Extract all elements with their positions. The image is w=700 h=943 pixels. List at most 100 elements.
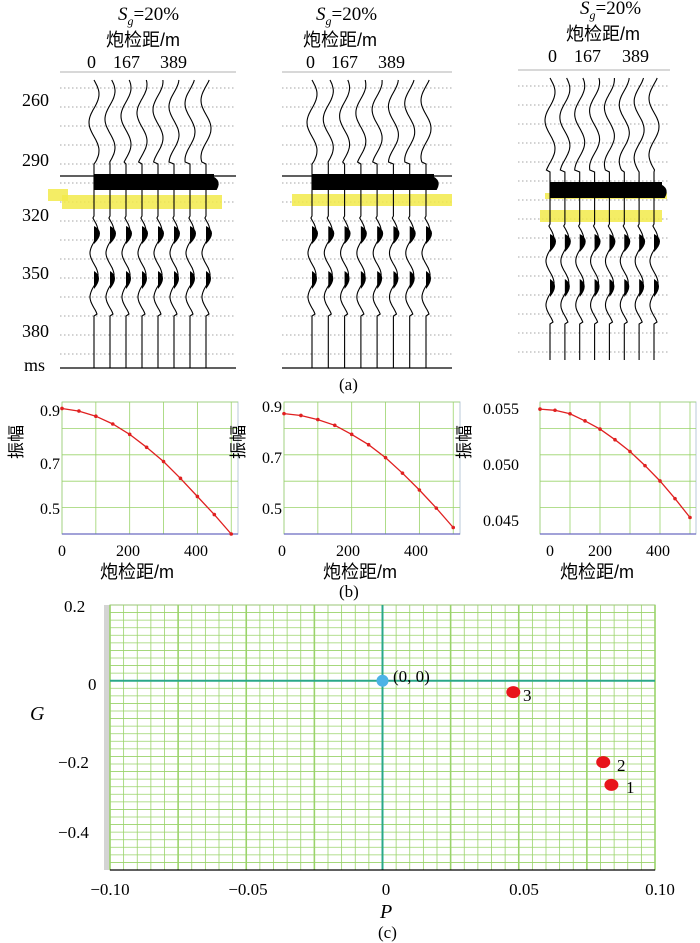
- avo-point: [316, 417, 320, 422]
- seismic-lobe: [579, 279, 585, 297]
- sg-sub: g: [128, 14, 134, 28]
- seismic-lobe: [564, 279, 570, 297]
- sg-sub: g: [590, 8, 596, 22]
- avo-point: [583, 419, 587, 423]
- pg-ytick: 0.2: [64, 597, 85, 616]
- seismic-trace: [618, 77, 630, 360]
- horizon-highlight: [540, 210, 662, 222]
- avo-point: [94, 414, 98, 419]
- seismic-trace: [387, 79, 399, 368]
- avo-point: [553, 408, 557, 413]
- offset-tick: 389: [378, 52, 405, 72]
- seismic-trace: [339, 79, 351, 368]
- avo-point: [127, 432, 132, 437]
- plot-frame: [539, 401, 697, 535]
- pg-ytick: −0.2: [58, 753, 89, 772]
- avo-point: [144, 445, 149, 450]
- seismic-lobe: [142, 226, 148, 244]
- avo-point: [658, 479, 662, 483]
- offset-tick: 389: [622, 46, 649, 66]
- time-axis: 260 290 320 350 380 ms: [22, 90, 49, 375]
- caption-b: (b): [339, 582, 359, 601]
- avo-point: [161, 459, 166, 464]
- seismic-lobe: [360, 271, 366, 289]
- plot-frame: [283, 401, 461, 535]
- offset-tick: 0: [87, 52, 96, 72]
- seismic-lobe: [344, 271, 350, 289]
- seismic-lobe: [377, 271, 383, 289]
- avo-point: [178, 476, 183, 481]
- avo-ylabel: 振幅: [455, 425, 474, 459]
- sg-label: S: [580, 0, 590, 19]
- seismic-trace: [420, 79, 432, 368]
- pg-point: [604, 778, 619, 791]
- avo-ytick: 0.050: [483, 457, 519, 474]
- avo-xtick: 400: [646, 543, 670, 560]
- offset-label: 炮检距/m: [303, 30, 377, 50]
- seismic-trace: [152, 79, 164, 368]
- seismic-trace: [589, 77, 601, 360]
- seismic-trace: [120, 79, 132, 368]
- seismic-lobe: [360, 226, 367, 244]
- seismic-trace: [104, 79, 116, 368]
- seismic-lobe: [126, 226, 132, 244]
- seismic-lobe: [94, 226, 100, 244]
- seismic-lobe: [158, 271, 163, 289]
- offset-tick: 167: [574, 46, 601, 66]
- avo-point: [366, 442, 371, 447]
- sg-value: =20%: [332, 4, 378, 25]
- time-tick: 320: [22, 205, 49, 225]
- seismic-lobe: [142, 271, 147, 289]
- seismic-lobe: [110, 226, 116, 244]
- seismic-gather-1: [48, 71, 452, 369]
- pg-ylabel: G: [30, 703, 45, 725]
- avo-point: [538, 407, 542, 411]
- seismic-lobe: [158, 226, 164, 244]
- avo-point: [383, 455, 388, 460]
- seismic-trace: [88, 79, 100, 368]
- avo-ytick: 0.045: [483, 513, 519, 530]
- pg-xtick: −0.05: [228, 880, 267, 899]
- avo-point: [60, 406, 64, 411]
- sg-label: S: [316, 4, 326, 25]
- sg-label: S: [118, 4, 128, 25]
- panel-b: 振幅 振幅 振幅 0.9 0.7 0.5 0.9 0.7 0.5 0.055 0…: [7, 399, 697, 601]
- horizon-highlight: [48, 189, 68, 201]
- seismic-lobe: [328, 226, 335, 244]
- avo-point: [688, 515, 692, 520]
- seismic-trace: [168, 79, 180, 368]
- seismic-trace: [184, 79, 196, 368]
- offset-tick: 167: [331, 52, 358, 72]
- seismic-trace: [404, 79, 416, 368]
- seismic-lobe: [564, 234, 571, 252]
- offset-label: 炮检距/m: [106, 30, 180, 50]
- seismic-trace: [200, 79, 212, 368]
- sg-sub: g: [326, 14, 332, 28]
- seismic-trace: [603, 78, 615, 360]
- avo-xlabel: 炮检距/m: [560, 562, 634, 582]
- panel-a: Sg=20% 炮检距/m 0 167 389 Sg=20% 炮检距/m 0 16…: [22, 0, 670, 394]
- pg-xlabel: P: [379, 901, 392, 923]
- seismic-trace: [648, 77, 660, 360]
- offset-tick: 0: [306, 52, 315, 72]
- offset-tick: 167: [113, 52, 140, 72]
- caption-a: (a): [339, 375, 358, 394]
- seismic-lobe: [190, 271, 195, 289]
- seismic-lobe: [594, 279, 600, 297]
- seismic-lobe: [624, 279, 630, 297]
- seismic-lobe: [624, 234, 631, 252]
- avo-point: [212, 512, 217, 517]
- seismic-lobe: [426, 226, 432, 244]
- time-tick: 290: [22, 150, 49, 170]
- avo-point: [434, 506, 439, 510]
- avo-ytick: 0.7: [262, 450, 282, 467]
- svg-text:Sg=20%: Sg=20%: [316, 4, 377, 28]
- seismic-lobe: [579, 234, 586, 252]
- seismic-col-header-1: Sg=20% 炮检距/m 0 167 389: [87, 4, 187, 72]
- seismic-lobe: [639, 279, 645, 297]
- seismic-lobe: [344, 226, 351, 244]
- sg-value: =20%: [134, 4, 180, 25]
- seismic-trace: [559, 77, 571, 360]
- avo-xtick: 400: [184, 543, 208, 560]
